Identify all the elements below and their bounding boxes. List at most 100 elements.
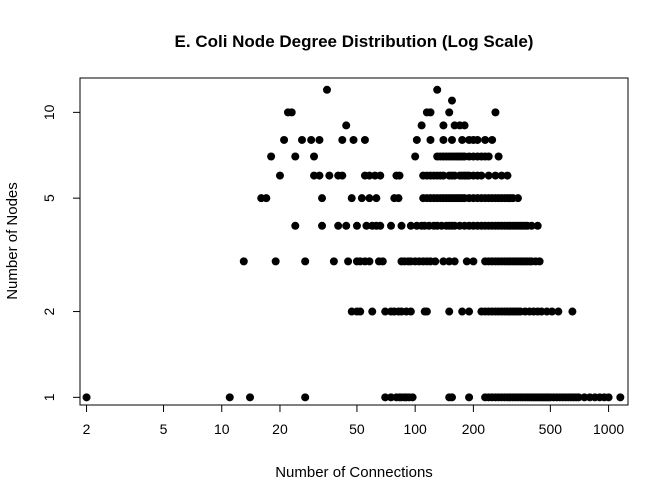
data-point bbox=[386, 221, 395, 230]
data-point bbox=[291, 152, 300, 161]
data-point bbox=[422, 307, 431, 316]
y-tick-label: 1 bbox=[41, 393, 57, 401]
data-point bbox=[381, 307, 390, 316]
data-point bbox=[394, 194, 403, 203]
data-point bbox=[431, 257, 440, 266]
data-point bbox=[465, 307, 474, 316]
data-point bbox=[574, 393, 583, 402]
y-axis: 1 2 5 10 bbox=[41, 104, 81, 401]
data-point bbox=[481, 135, 490, 144]
data-point bbox=[381, 393, 390, 402]
data-point bbox=[426, 108, 435, 117]
data-point bbox=[450, 257, 459, 266]
data-point bbox=[365, 194, 374, 203]
data-point bbox=[465, 393, 474, 402]
data-point bbox=[397, 221, 406, 230]
data-point bbox=[439, 121, 448, 130]
data-point bbox=[426, 135, 435, 144]
data-points bbox=[82, 85, 625, 402]
data-point bbox=[334, 221, 343, 230]
data-point bbox=[395, 171, 404, 180]
data-point bbox=[360, 135, 369, 144]
data-point bbox=[298, 135, 307, 144]
data-point bbox=[460, 121, 469, 130]
data-point bbox=[342, 221, 351, 230]
data-point bbox=[527, 221, 536, 230]
y-tick-label: 2 bbox=[41, 307, 57, 315]
data-point bbox=[411, 152, 420, 161]
data-point bbox=[301, 393, 310, 402]
data-point bbox=[262, 194, 271, 203]
data-point bbox=[372, 194, 381, 203]
data-point bbox=[349, 135, 358, 144]
data-point bbox=[491, 171, 500, 180]
data-point bbox=[503, 171, 512, 180]
data-point bbox=[554, 307, 563, 316]
data-point bbox=[447, 135, 456, 144]
data-point bbox=[417, 121, 426, 130]
data-point bbox=[447, 96, 456, 105]
data-point bbox=[462, 257, 471, 266]
data-point bbox=[246, 393, 255, 402]
data-point bbox=[491, 108, 500, 117]
data-point bbox=[365, 171, 374, 180]
data-point bbox=[376, 171, 385, 180]
data-point bbox=[458, 307, 467, 316]
data-point bbox=[484, 171, 493, 180]
data-point bbox=[458, 135, 467, 144]
plot-frame bbox=[79, 77, 629, 406]
data-point bbox=[368, 307, 377, 316]
data-point bbox=[344, 257, 353, 266]
x-axis-label: Number of Connections bbox=[275, 464, 433, 481]
data-point bbox=[445, 307, 454, 316]
x-tick-label: 100 bbox=[403, 421, 427, 437]
data-point bbox=[338, 171, 347, 180]
data-point bbox=[378, 257, 387, 266]
data-point bbox=[318, 194, 327, 203]
data-point bbox=[239, 257, 248, 266]
data-point bbox=[301, 257, 310, 266]
data-point bbox=[535, 257, 544, 266]
data-point bbox=[280, 135, 289, 144]
data-point bbox=[325, 171, 334, 180]
data-point bbox=[347, 194, 356, 203]
data-point bbox=[315, 135, 324, 144]
data-point bbox=[568, 307, 577, 316]
data-point bbox=[616, 393, 625, 402]
data-point bbox=[267, 152, 276, 161]
data-point bbox=[362, 221, 371, 230]
data-point bbox=[338, 135, 347, 144]
y-axis-label: Number of Nodes bbox=[4, 182, 21, 300]
data-point bbox=[307, 135, 316, 144]
data-point bbox=[406, 221, 415, 230]
x-tick-label: 50 bbox=[349, 421, 365, 437]
data-point bbox=[310, 152, 319, 161]
x-tick-label: 1000 bbox=[593, 421, 624, 437]
data-point bbox=[412, 135, 421, 144]
data-point bbox=[604, 393, 613, 402]
data-point bbox=[488, 135, 497, 144]
data-point bbox=[365, 257, 374, 266]
x-tick-label: 5 bbox=[160, 421, 168, 437]
chart-title: E. Coli Node Degree Distribution (Log Sc… bbox=[175, 32, 534, 51]
data-point bbox=[322, 85, 331, 94]
data-point bbox=[329, 257, 338, 266]
y-tick-label: 5 bbox=[41, 194, 57, 202]
data-point bbox=[497, 171, 506, 180]
data-point bbox=[494, 152, 503, 161]
data-point bbox=[439, 257, 448, 266]
x-tick-label: 200 bbox=[462, 421, 486, 437]
data-point bbox=[352, 221, 361, 230]
data-point bbox=[271, 257, 280, 266]
data-point bbox=[477, 171, 486, 180]
x-axis: 2 5 10 20 50 100 200 500 1000 bbox=[83, 404, 624, 437]
data-point bbox=[356, 307, 365, 316]
x-tick-label: 2 bbox=[83, 421, 91, 437]
data-point bbox=[484, 152, 493, 161]
data-point bbox=[548, 307, 557, 316]
data-point bbox=[287, 108, 296, 117]
data-point bbox=[318, 221, 327, 230]
x-tick-label: 500 bbox=[539, 421, 563, 437]
data-point bbox=[447, 393, 456, 402]
